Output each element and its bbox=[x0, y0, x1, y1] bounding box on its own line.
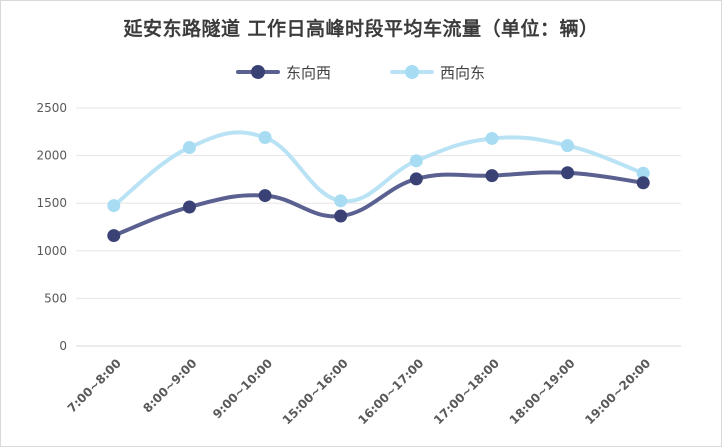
data-point-east-to-west bbox=[334, 209, 348, 223]
data-point-east-to-west bbox=[561, 166, 575, 180]
data-point-west-to-east bbox=[334, 194, 348, 208]
x-tick-label: 8:00~9:00 bbox=[140, 356, 199, 415]
data-point-east-to-west bbox=[636, 176, 650, 190]
data-point-west-to-east bbox=[182, 141, 196, 155]
legend-marker-east-to-west bbox=[251, 65, 265, 79]
data-point-east-to-west bbox=[107, 229, 121, 243]
data-point-east-to-west bbox=[258, 189, 272, 203]
legend-item-west-to-east: 西向东 bbox=[390, 61, 485, 83]
x-tick-label: 18:00~19:00 bbox=[507, 356, 578, 427]
x-tick-label: 16:00~17:00 bbox=[355, 356, 426, 427]
y-tick-label: 1000 bbox=[36, 244, 67, 258]
y-tick-label: 2000 bbox=[36, 149, 67, 163]
x-tick-label: 19:00~20:00 bbox=[582, 356, 653, 427]
data-point-west-to-east bbox=[409, 154, 423, 168]
data-point-west-to-east bbox=[258, 131, 272, 145]
x-tick-label: 15:00~16:00 bbox=[280, 356, 351, 427]
legend-line-east-to-west bbox=[236, 65, 280, 79]
data-point-west-to-east bbox=[561, 139, 575, 153]
legend-label-east-to-west: 东向西 bbox=[286, 63, 332, 82]
y-tick-label: 500 bbox=[44, 291, 67, 305]
data-point-east-to-west bbox=[409, 172, 423, 186]
legend: 东向西 西向东 bbox=[1, 61, 721, 83]
y-tick-label: 2500 bbox=[36, 101, 67, 115]
chart-title: 延安东路隧道 工作日高峰时段平均车流量（单位：辆） bbox=[123, 18, 599, 40]
data-point-east-to-west bbox=[182, 200, 196, 214]
data-point-west-to-east bbox=[485, 131, 499, 145]
legend-label-west-to-east: 西向东 bbox=[440, 63, 486, 82]
y-tick-label: 0 bbox=[59, 339, 67, 353]
y-tick-label: 1500 bbox=[36, 196, 67, 210]
legend-marker-west-to-east bbox=[405, 65, 419, 79]
x-tick-label: 9:00~10:00 bbox=[210, 356, 275, 421]
legend-item-east-to-west: 东向西 bbox=[236, 61, 331, 83]
data-point-east-to-west bbox=[485, 169, 499, 183]
x-tick-label: 7:00~8:00 bbox=[65, 356, 124, 415]
legend-line-west-to-east bbox=[390, 65, 434, 79]
data-point-west-to-east bbox=[636, 166, 650, 180]
x-tick-label: 17:00~18:00 bbox=[431, 356, 502, 427]
data-point-west-to-east bbox=[107, 199, 121, 213]
